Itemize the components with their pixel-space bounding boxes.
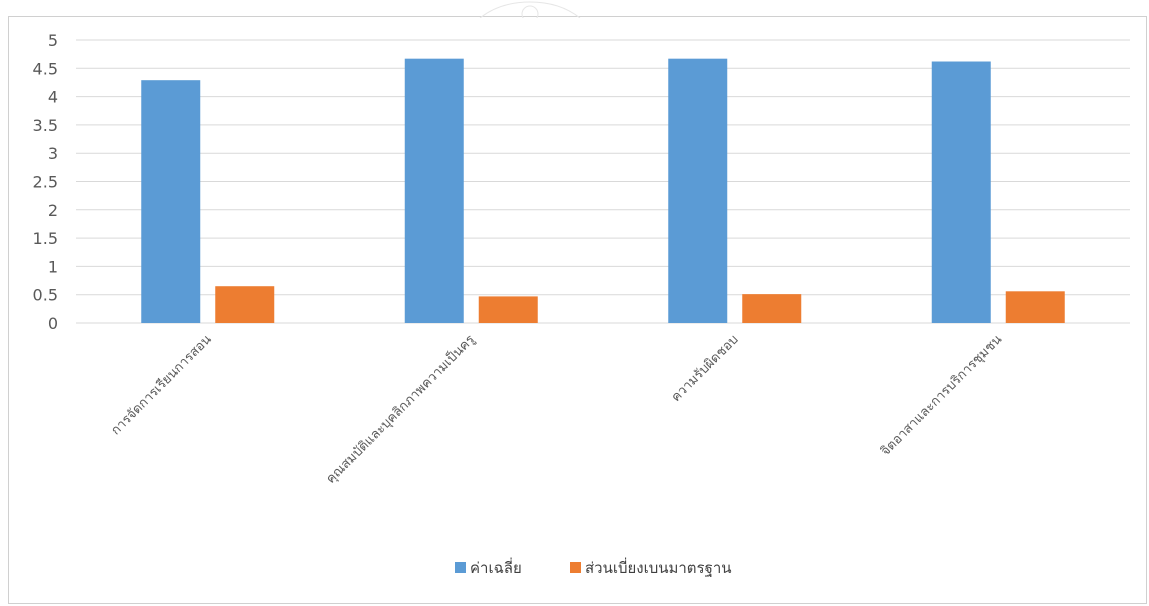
y-tick-label: 0.5 [33,286,58,305]
y-tick-label: 2.5 [33,173,58,192]
y-tick-label: 2 [48,201,58,220]
watermark-seal [479,1,581,18]
x-category-label: คุณสมบัติและบุคลิกภาพความเป็นครู [321,330,478,487]
y-axis-tick-labels: 0 0.5 1 1.5 2 2.5 3 3.5 4 4.5 5 [33,31,58,333]
bar-mean-2 [668,58,728,323]
bar-mean-0 [141,80,201,323]
bar-sd-0 [215,286,275,323]
bar-sd-1 [478,296,538,323]
y-tick-label: 0 [48,314,58,333]
y-tick-label: 3 [48,144,58,163]
bar-mean-1 [404,58,464,323]
x-category-label: การจัดการเรียนการสอน [108,331,215,438]
bars [141,58,1065,324]
legend-label-1: ส่วนเบี่ยงเบนมาตรฐาน [585,557,732,577]
legend-swatch-0 [455,562,466,573]
y-tick-label: 5 [48,31,58,50]
y-tick-label: 1 [48,257,58,276]
y-tick-label: 4 [48,88,58,107]
legend-label-0: ค่าเฉลี่ย [470,557,522,577]
x-axis-category-labels: การจัดการเรียนการสอน คุณสมบัติและบุคลิกภา… [108,330,1005,487]
x-category-label: ความรับผิดชอบ [669,332,742,405]
y-tick-label: 3.5 [33,116,58,135]
bar-mean-3 [931,61,991,324]
y-tick-label: 1.5 [33,229,58,248]
bar-sd-2 [742,294,802,323]
bar-sd-3 [1005,291,1065,323]
legend: ค่าเฉลี่ย ส่วนเบี่ยงเบนมาตรฐาน [455,557,732,577]
legend-swatch-1 [570,562,581,573]
x-category-label: จิตอาสาและการบริการชุมชน [878,332,1005,459]
y-tick-label: 4.5 [33,59,58,78]
